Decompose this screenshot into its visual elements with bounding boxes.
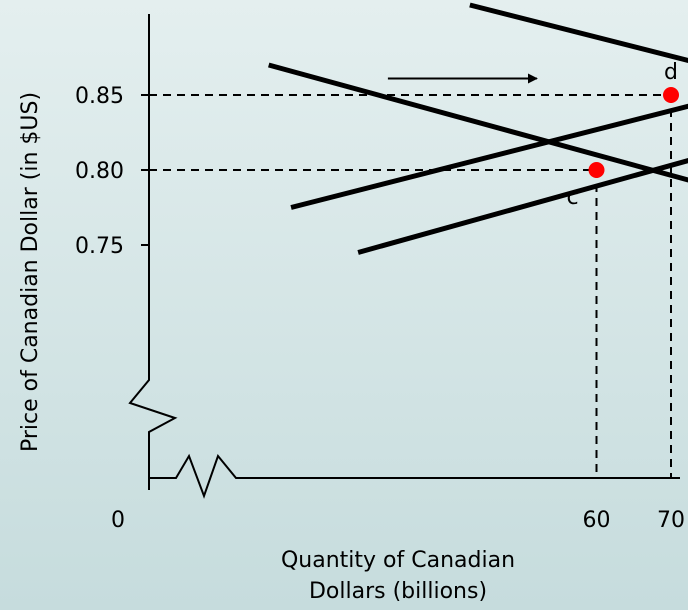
- curve-d3: [469, 2, 688, 63]
- curve-s3: [290, 103, 688, 210]
- x-tick-label: 60: [583, 508, 611, 533]
- x-tick-labels: 0 60 70: [111, 508, 685, 533]
- equilibrium-point-d: [663, 87, 679, 103]
- y-axis: [128, 14, 178, 490]
- curve-d2: [268, 62, 688, 183]
- x-axis: [149, 453, 680, 499]
- y-tick-label: 0.80: [75, 159, 124, 184]
- curves: [268, 2, 688, 255]
- equilibrium-label-d: d: [664, 60, 678, 85]
- equilibrium-point-c: [588, 162, 605, 178]
- shift-arrows: [387, 73, 538, 84]
- axes: [128, 14, 680, 499]
- y-axis-label: Price of Canadian Dollar (in $US): [18, 92, 43, 452]
- curve-s2: [357, 158, 688, 255]
- x-tick-label: 70: [657, 508, 685, 533]
- x-tick-label: 0: [111, 508, 125, 533]
- y-tick-labels: 0.75 0.80 0.85: [75, 84, 149, 259]
- y-tick-label: 0.75: [75, 234, 124, 259]
- equilibrium-points: cd: [566, 60, 679, 210]
- y-tick-label: 0.85: [75, 84, 124, 109]
- equilibrium-label-c: c: [566, 185, 578, 210]
- guide-lines: [149, 94, 672, 478]
- x-axis-label-line-1: Quantity of Canadian: [281, 548, 515, 573]
- x-axis-label-line-2: Dollars (billions): [309, 579, 487, 604]
